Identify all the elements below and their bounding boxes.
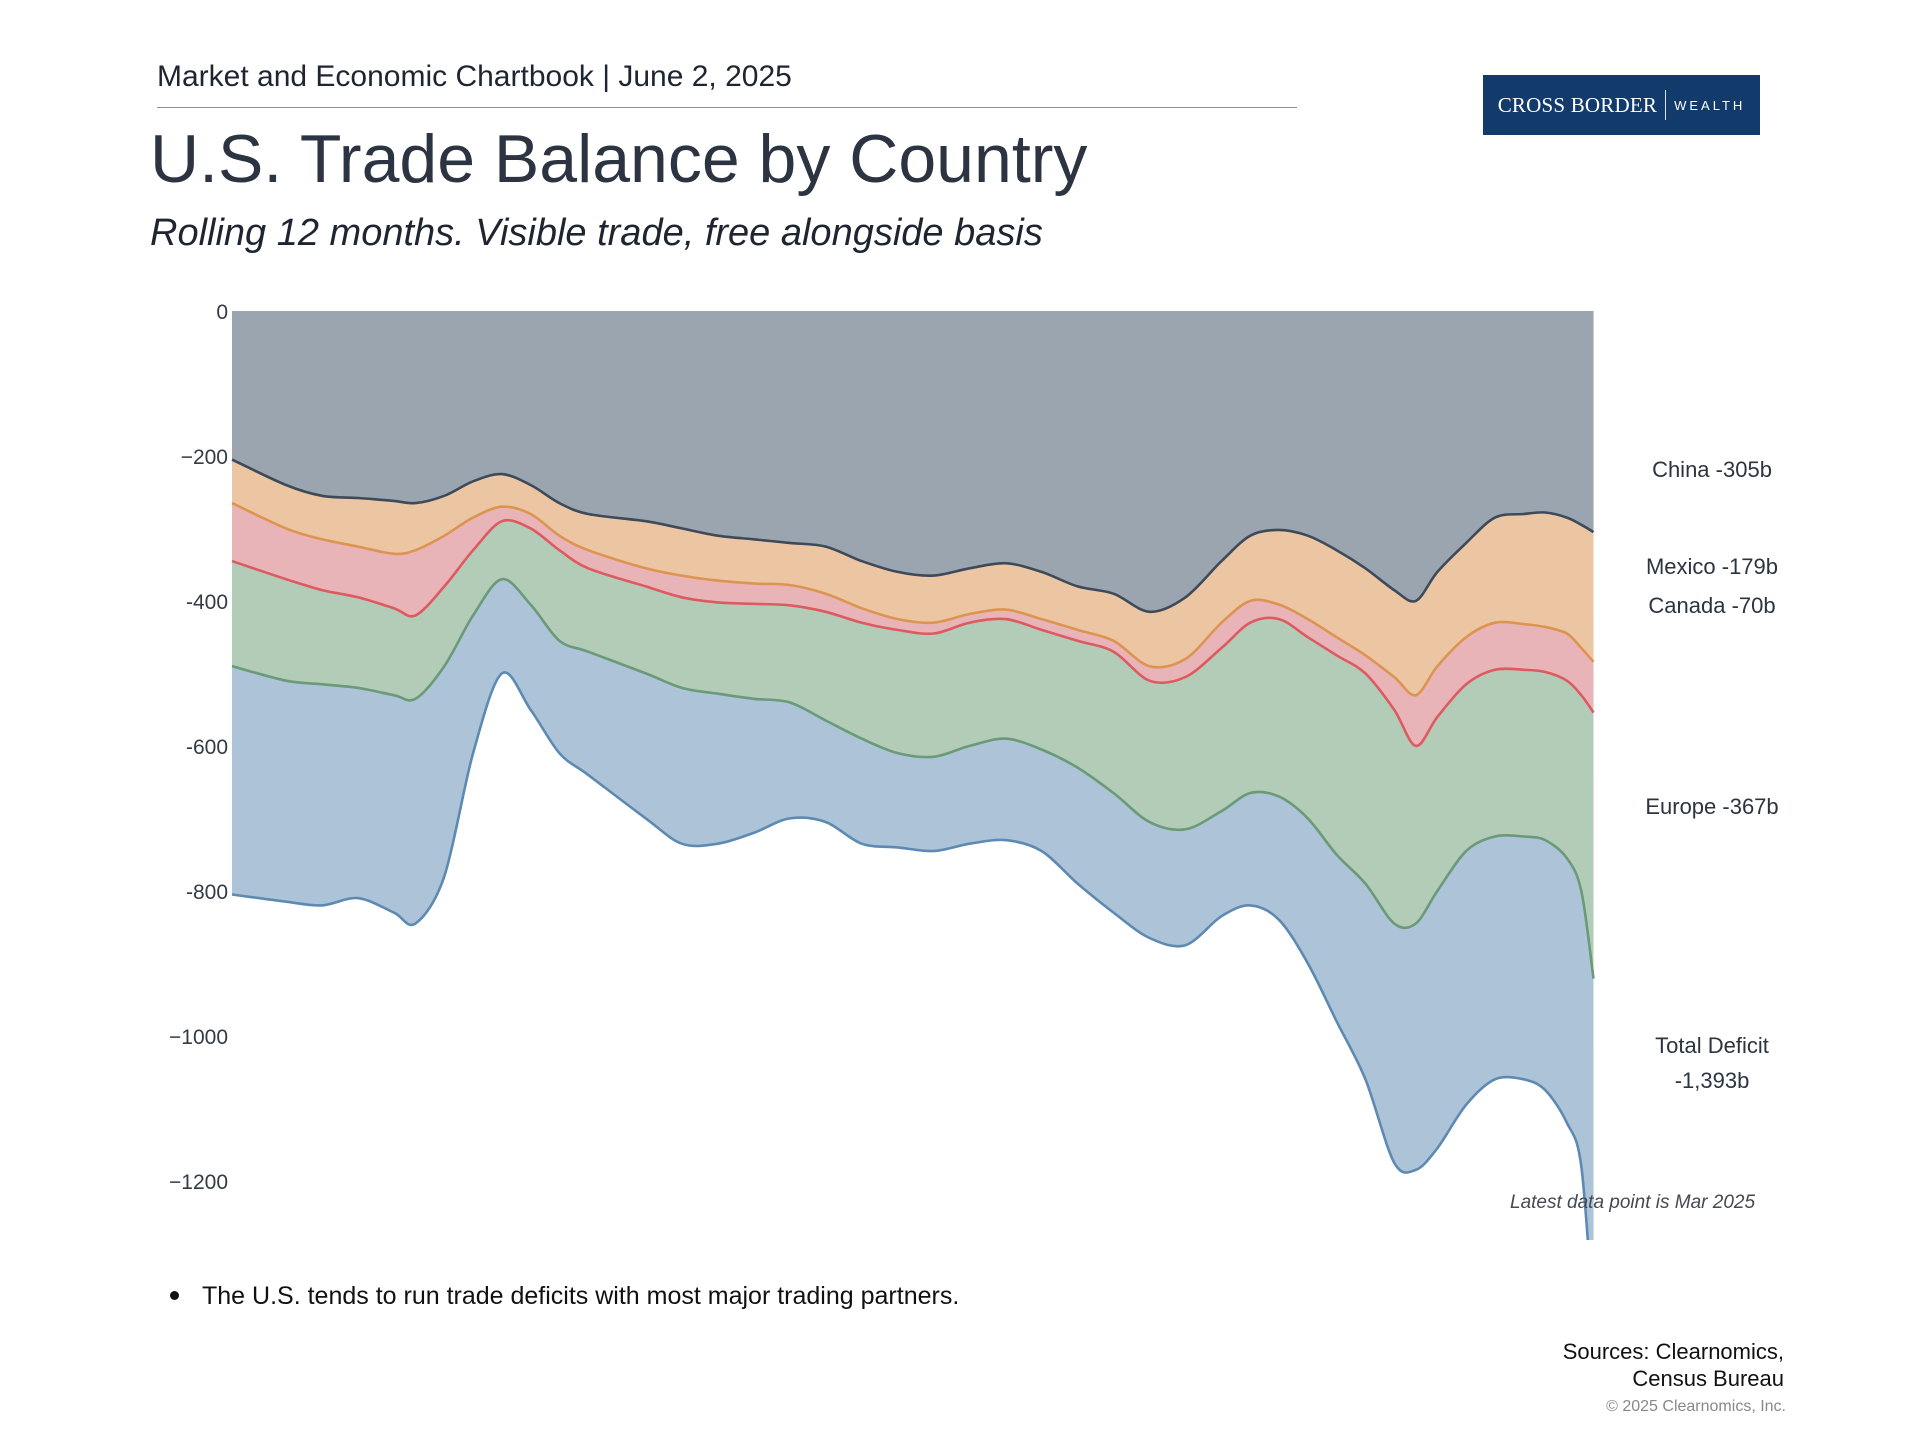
- y-tick-label: -800: [186, 881, 228, 904]
- y-tick-label: -600: [186, 736, 228, 759]
- series-label-europe: Europe -367b: [1645, 794, 1778, 819]
- bullet-icon: [170, 1291, 179, 1300]
- line-china: [231, 458, 1595, 614]
- header-divider: [157, 107, 1297, 108]
- series-label-canada: Canada -70b: [1648, 593, 1775, 618]
- series-lines: [231, 458, 1595, 1240]
- area-china: [232, 311, 1594, 612]
- series-label-total-line1: Total Deficit: [1655, 1033, 1769, 1058]
- series-label-total-line2: -1,393b: [1675, 1068, 1750, 1093]
- page-subtitle: Rolling 12 months. Visible trade, free a…: [150, 212, 1043, 254]
- logo-sub-text: WEALTH: [1674, 97, 1746, 113]
- y-tick-label: −1200: [169, 1171, 228, 1194]
- line-mexico: [231, 501, 1595, 697]
- trade-balance-chart: 0−200-400-600-800−1000−1200−140020102015…: [169, 301, 1779, 1240]
- line-canada: [231, 518, 1595, 748]
- sources: Sources: Clearnomics, Census Bureau: [1563, 1338, 1784, 1392]
- line-europe: [231, 577, 1595, 979]
- sources-line-1: Sources: Clearnomics,: [1562, 1339, 1784, 1364]
- series-label-mexico: Mexico -179b: [1646, 554, 1778, 579]
- logo-main-text: CROSS BORDER: [1497, 92, 1658, 117]
- y-tick-label: −1000: [169, 1026, 228, 1049]
- chartbook-header: Market and Economic Chartbook | June 2, …: [157, 60, 792, 93]
- sources-line-2: Census Bureau: [1632, 1366, 1784, 1391]
- bullet-text: The U.S. tends to run trade deficits wit…: [202, 1282, 960, 1310]
- line-total: [231, 671, 1590, 1240]
- brand-logo: CROSS BORDER WEALTH: [1483, 75, 1760, 135]
- series-label-china: China -305b: [1652, 457, 1772, 482]
- area-fills: [232, 311, 1594, 1240]
- area-total: [232, 579, 1594, 1240]
- y-tick-label: −200: [181, 446, 228, 469]
- page-title: U.S. Trade Balance by Country: [150, 121, 1088, 197]
- y-tick-label: -400: [186, 591, 228, 614]
- y-tick-label: 0: [216, 301, 228, 324]
- area-canada: [232, 503, 1594, 746]
- latest-data-note: Latest data point is Mar 2025: [1510, 1192, 1756, 1213]
- area-mexico: [232, 459, 1594, 696]
- area-europe: [232, 520, 1594, 979]
- logo-separator: [1665, 90, 1667, 120]
- axes: 0−200-400-600-800−1000−1200−140020102015…: [169, 301, 228, 1194]
- series-labels: China -305b Mexico -179b Canada -70b Europe…: [1645, 457, 1778, 1093]
- copyright: © 2025 Clearnomics, Inc.: [1606, 1398, 1786, 1415]
